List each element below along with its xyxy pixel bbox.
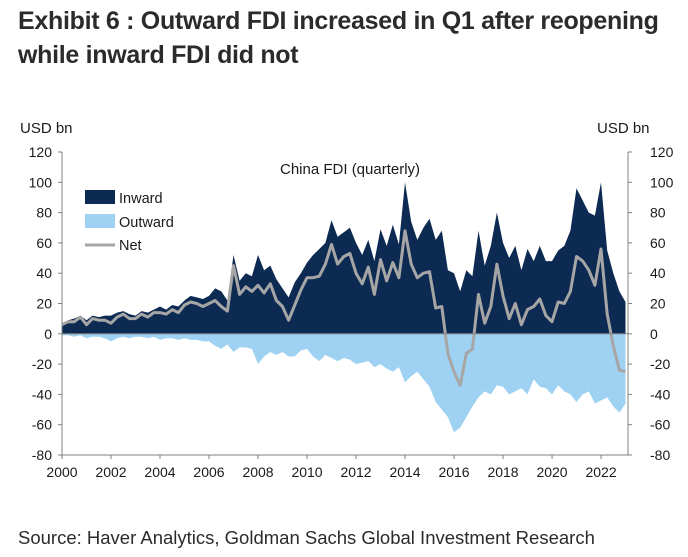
y-tick-label-left: 80 — [36, 205, 52, 221]
y-tick-label-left: 120 — [29, 144, 53, 160]
y-tick-label-left: 0 — [44, 326, 52, 342]
x-tick-label: 2012 — [340, 464, 371, 480]
chart-legend: Inward Outward Net — [85, 190, 174, 254]
y-tick-label-left: -60 — [32, 417, 52, 433]
title-line-2: while inward FDI did not — [18, 41, 299, 69]
x-tick-label: 2004 — [144, 464, 175, 480]
y-axis-label-right: USD bn — [597, 120, 650, 137]
y-tick-label-right: -80 — [650, 447, 670, 463]
y-axis-label-left: USD bn — [20, 120, 73, 137]
y-tick-label-left: 20 — [36, 296, 52, 312]
y-tick-label-left: -80 — [32, 447, 52, 463]
y-tick-label-right: 0 — [650, 326, 658, 342]
y-tick-label-left: -40 — [32, 386, 52, 402]
x-tick-label: 2018 — [487, 464, 518, 480]
title-line-1: Exhibit 6 : Outward FDI increased in Q1 … — [18, 7, 659, 35]
y-tick-label-right: 60 — [650, 235, 666, 251]
y-tick-label-left: 40 — [36, 265, 52, 281]
series-net-line — [61, 229, 626, 387]
legend-swatch-inward — [85, 190, 115, 204]
legend-swatch-outward — [85, 214, 115, 228]
y-tick-label-right: -20 — [650, 356, 670, 372]
x-tick-label: 2016 — [438, 464, 469, 480]
legend-label-outward: Outward — [119, 215, 174, 231]
x-tick-label: 2014 — [389, 464, 420, 480]
y-tick-label-right: 120 — [650, 144, 674, 160]
x-tick-label: 2002 — [95, 464, 126, 480]
series-outward-area — [62, 333, 626, 433]
exhibit-title: Exhibit 6 : Outward FDI increased in Q1 … — [18, 4, 678, 72]
y-tick-label-right: 80 — [650, 205, 666, 221]
source-note: Source: Haver Analytics, Goldman Sachs G… — [18, 527, 595, 548]
y-tick-label-right: 100 — [650, 174, 674, 190]
y-tick-label-left: 60 — [36, 235, 52, 251]
legend-label-net: Net — [119, 238, 142, 254]
y-tick-label-right: -40 — [650, 386, 670, 402]
y-tick-label-right: 20 — [650, 296, 666, 312]
y-tick-label-left: -20 — [32, 356, 52, 372]
x-tick-label: 2020 — [536, 464, 567, 480]
legend-label-inward: Inward — [119, 191, 163, 207]
y-tick-label-left: 100 — [29, 174, 53, 190]
x-tick-label: 2008 — [242, 464, 273, 480]
y-tick-label-right: 40 — [650, 265, 666, 281]
x-tick-label: 2022 — [585, 464, 616, 480]
x-tick-label: 2006 — [193, 464, 224, 480]
x-tick-label: 2000 — [46, 464, 77, 480]
area-layer — [61, 182, 626, 433]
chart-title: China FDI (quarterly) — [280, 161, 420, 178]
y-tick-label-right: -60 — [650, 417, 670, 433]
x-tick-label: 2010 — [291, 464, 322, 480]
